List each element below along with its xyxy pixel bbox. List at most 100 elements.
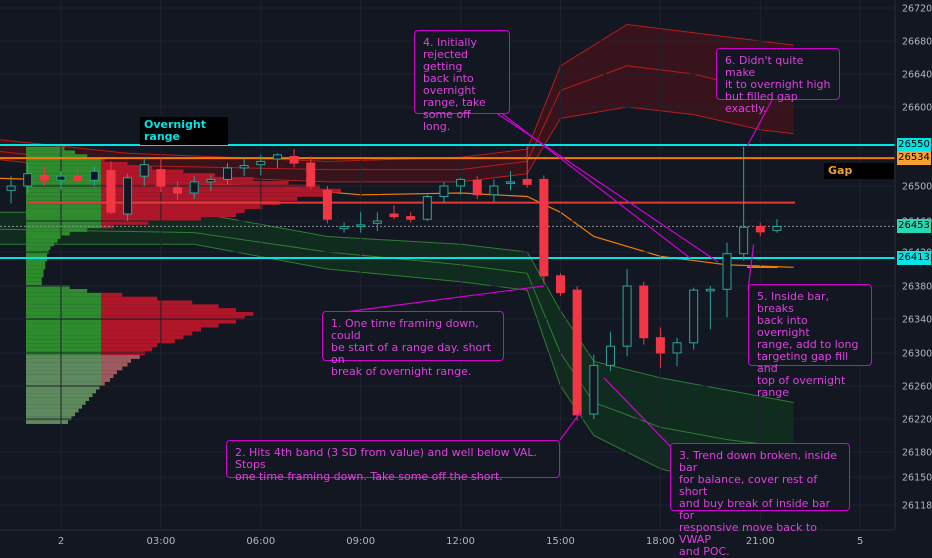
annotation-pointer [603,377,671,447]
x-tick-label: 2 [58,536,64,547]
candle-body [356,224,366,227]
candle-body [772,225,782,231]
x-tick-label: 18:00 [646,536,675,547]
profile-bar-buy [26,370,101,375]
profile-bar-buy [26,311,101,316]
profile-bar-sell [101,308,236,312]
candle-body [622,285,632,347]
candle-body [389,213,399,218]
profile-bar-buy [26,385,100,390]
candle-body [223,167,232,180]
annotation-pointer [559,412,581,441]
profile-bar-buy [26,217,101,222]
candle-body [39,174,49,181]
annotation-pointers [321,99,773,447]
candle-body [722,253,732,290]
candle-body [605,345,615,366]
profile-bar-sell [101,196,298,201]
y-tick-label: 26260 [902,382,932,393]
profile-bar-sell [101,378,110,382]
profile-bar-sell [101,323,219,328]
candle-body [6,185,16,191]
x-tick-label: 5 [857,536,863,547]
profile-bar-buy [26,366,101,371]
y-tick-label: 26340 [902,315,932,326]
profile-bar-buy [26,378,101,382]
profile-bar-buy [26,231,70,236]
profile-bar-buy [26,213,101,218]
profile-bar-buy [26,289,88,293]
profile-bar-sell [101,319,236,324]
profile-bar-sell [101,347,152,352]
profile-bar-buy [26,169,101,174]
candle-body [106,169,116,213]
y-tick-label: 26118 [902,501,932,512]
lower-band-fill [0,212,794,495]
profile-bar-buy [26,154,88,159]
profile-bar-buy [26,246,51,250]
x-tick-label: 06:00 [246,536,275,547]
profile-bar-sell [101,296,158,301]
profile-bar-buy [26,358,101,363]
profile-bar-buy [26,161,101,166]
profile-bar-buy [26,323,101,328]
overnight-range-label: Overnight range [140,117,228,145]
profile-bar-sell [101,331,193,336]
price-tag: 26534 [897,151,931,166]
profile-bar-buy [26,257,47,262]
profile-bar-sell [101,300,193,305]
profile-bar-buy [26,180,101,185]
y-tick-label: 26220 [902,415,932,426]
candle-body [755,225,765,233]
candle-body [322,189,332,220]
price-axis-background [895,0,932,550]
profile-bar-buy [26,184,101,189]
profile-bar-sell [101,217,201,222]
profile-bar-sell [101,213,236,218]
y-tick-label: 26720 [902,4,932,15]
profile-bar-buy [26,308,101,312]
profile-bar-sell [101,158,105,162]
profile-bar-buy [26,335,101,340]
candles [6,146,782,421]
time-axis-background [0,530,932,550]
candle-body [339,225,349,230]
profile-bar-buy [26,416,72,421]
candle-body [739,226,749,255]
candle-body [156,169,166,187]
candle-body [56,175,66,181]
profile-bar-buy [26,242,54,247]
y-tick-label: 26380 [902,282,932,293]
profile-bar-sell [101,339,175,344]
price-tag: 26413 [897,250,931,265]
profile-bar-buy [26,412,75,417]
profile-bar-buy [26,265,46,270]
candle-body [705,288,715,292]
candle-body [272,154,282,160]
profile-bar-sell [101,315,245,320]
profile-bar-buy [26,224,101,229]
profile-bar-buy [26,304,101,309]
y-tick-label: 26300 [902,349,932,360]
candle-body [639,285,649,339]
candle-body [522,178,532,185]
profile-bar-sell [101,374,114,379]
profile-bar-buy [26,397,89,401]
annotation-pointer [746,99,773,147]
profile-bar-sell [101,370,117,375]
candle-body [556,275,565,294]
candle-body [655,337,665,354]
candle-body [472,179,482,196]
profile-bar-buy [26,235,61,240]
profile-bar-sell [101,304,219,309]
candle-body [123,177,133,215]
profile-bar-buy [26,331,101,336]
x-tick-label: 09:00 [346,536,375,547]
price-tag: 26453 [897,219,931,234]
candle-body [23,173,33,187]
profile-bar-sell [101,208,245,214]
profile-bar-buy [26,165,101,170]
profile-bar-buy [26,404,82,409]
x-tick-label: 12:00 [446,536,475,547]
